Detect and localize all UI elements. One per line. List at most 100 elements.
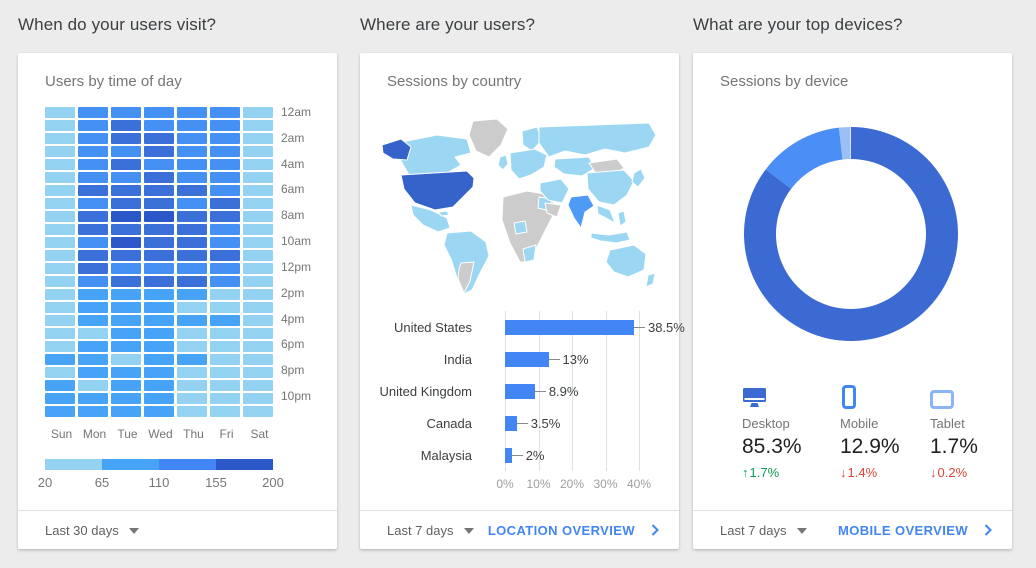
map-region-greenland bbox=[468, 118, 509, 158]
delta-value: 1.4% bbox=[847, 465, 878, 480]
date-range-selector[interactable]: Last 7 days bbox=[387, 522, 474, 539]
map-region-argentina bbox=[457, 261, 475, 294]
card-footer: Last 7 days LOCATION OVERVIEW bbox=[360, 510, 679, 549]
heatmap-cell bbox=[78, 380, 108, 391]
heatmap-cell bbox=[111, 367, 141, 378]
hour-label: 10am bbox=[281, 234, 312, 249]
delta-value: 1.7% bbox=[749, 465, 780, 480]
heatmap-cell bbox=[45, 276, 75, 287]
heatmap-cell bbox=[144, 315, 174, 326]
heatmap-cell bbox=[78, 406, 108, 417]
heatmap-cell bbox=[111, 406, 141, 417]
heatmap-cell bbox=[210, 107, 240, 118]
device-value: 12.9% bbox=[840, 435, 900, 458]
heatmap-cell bbox=[243, 107, 273, 118]
map-region-uk bbox=[497, 154, 509, 171]
heatmap-cell bbox=[111, 289, 141, 300]
heatmap-cell bbox=[177, 133, 207, 144]
heatmap-cell bbox=[45, 107, 75, 118]
delta-value: 0.2% bbox=[937, 465, 968, 480]
map-region-indonesia bbox=[590, 231, 631, 244]
map-region-middle-east bbox=[539, 178, 570, 204]
map-region-australia bbox=[605, 244, 647, 278]
heatmap-cell bbox=[144, 367, 174, 378]
arrow-up-icon: ↑ bbox=[742, 465, 749, 480]
heatmap-cell bbox=[243, 198, 273, 209]
device-label: Mobile bbox=[840, 416, 879, 431]
date-range-selector[interactable]: Last 30 days bbox=[45, 522, 139, 539]
heatmap-cell bbox=[144, 276, 174, 287]
bar-zone: 3.5% bbox=[505, 415, 561, 431]
card-sessions-by-country: Sessions by country bbox=[360, 53, 685, 549]
bar-row: Canada 3.5% bbox=[360, 407, 679, 439]
sessions-by-device-donut bbox=[744, 127, 958, 341]
hour-label: 2am bbox=[281, 130, 305, 145]
map-region-south-africa bbox=[522, 244, 537, 263]
legend-tick-label: 155 bbox=[205, 475, 227, 490]
tablet-icon bbox=[930, 383, 954, 409]
card-title: Sessions by device bbox=[720, 73, 849, 90]
heatmap-cell bbox=[45, 302, 75, 313]
heatmap-cell bbox=[45, 185, 75, 196]
country-bar bbox=[505, 351, 549, 367]
map-region-canada bbox=[396, 134, 472, 176]
heatmap-cell bbox=[111, 315, 141, 326]
heatmap-cell bbox=[45, 133, 75, 144]
mobile-overview-link[interactable]: MOBILE OVERVIEW bbox=[838, 523, 992, 538]
donut-slice-tablet bbox=[838, 127, 851, 160]
heatmap-legend bbox=[45, 459, 273, 470]
heatmap-cell bbox=[177, 328, 207, 339]
bar-connector bbox=[548, 358, 560, 360]
heatmap-cell bbox=[111, 198, 141, 209]
date-range-selector[interactable]: Last 7 days bbox=[720, 522, 807, 539]
desktop-icon bbox=[742, 383, 767, 409]
heatmap-cell bbox=[78, 302, 108, 313]
hour-label: 10pm bbox=[281, 389, 312, 404]
bar-zone: 8.9% bbox=[505, 383, 578, 399]
heatmap-cell bbox=[78, 224, 108, 235]
heatmap-cell bbox=[210, 328, 240, 339]
device-label: Tablet bbox=[930, 416, 965, 431]
legend-tick-label: 20 bbox=[37, 475, 53, 490]
heatmap-cell bbox=[45, 380, 75, 391]
heatmap-cell bbox=[210, 237, 240, 248]
heatmap-cell bbox=[45, 289, 75, 300]
heatmap-day-labels: Sun Mon Tue Wed Thu Fri Sat bbox=[45, 427, 276, 441]
heatmap-cell bbox=[45, 146, 75, 157]
heatmap-cell bbox=[111, 224, 141, 235]
map-region-arabia bbox=[544, 202, 562, 218]
heatmap-cell bbox=[111, 250, 141, 261]
card-sessions-by-device: Sessions by device Desktop 85.3% ↑1.7% Mob… bbox=[693, 53, 1012, 549]
heatmap-cell bbox=[243, 211, 273, 222]
bar-value-label: 3.5% bbox=[530, 415, 561, 431]
heatmap-cell bbox=[177, 289, 207, 300]
heatmap-cell bbox=[177, 341, 207, 352]
heatmap-cell bbox=[210, 315, 240, 326]
date-range-label: Last 7 days bbox=[720, 522, 787, 538]
day-label: Fri bbox=[219, 427, 234, 441]
heatmap-cell bbox=[243, 380, 273, 391]
arrow-down-icon: ↓ bbox=[840, 465, 847, 480]
heatmap-cell bbox=[144, 393, 174, 404]
heatmap-cell bbox=[210, 276, 240, 287]
legend-segment bbox=[159, 459, 216, 470]
heatmap-cell bbox=[144, 406, 174, 417]
heatmap-cell bbox=[111, 159, 141, 170]
country-bar bbox=[505, 447, 512, 463]
bar-value-label: 38.5% bbox=[647, 319, 685, 335]
map-region-japan bbox=[631, 168, 646, 188]
heatmap-cell bbox=[210, 198, 240, 209]
heatmap-cell bbox=[45, 328, 75, 339]
heatmap-cell bbox=[78, 159, 108, 170]
heatmap-cell bbox=[177, 393, 207, 404]
chevron-right-icon bbox=[984, 524, 992, 536]
bar-row: India 13% bbox=[360, 343, 679, 375]
hour-label: 4am bbox=[281, 156, 305, 171]
heatmap-cell bbox=[243, 133, 273, 144]
heatmap-cell bbox=[177, 263, 207, 274]
map-region-europe bbox=[509, 148, 548, 180]
heatmap-cell bbox=[45, 263, 75, 274]
heatmap-cell bbox=[144, 289, 174, 300]
location-overview-link[interactable]: LOCATION OVERVIEW bbox=[488, 523, 659, 538]
hour-label: 2pm bbox=[281, 285, 305, 300]
